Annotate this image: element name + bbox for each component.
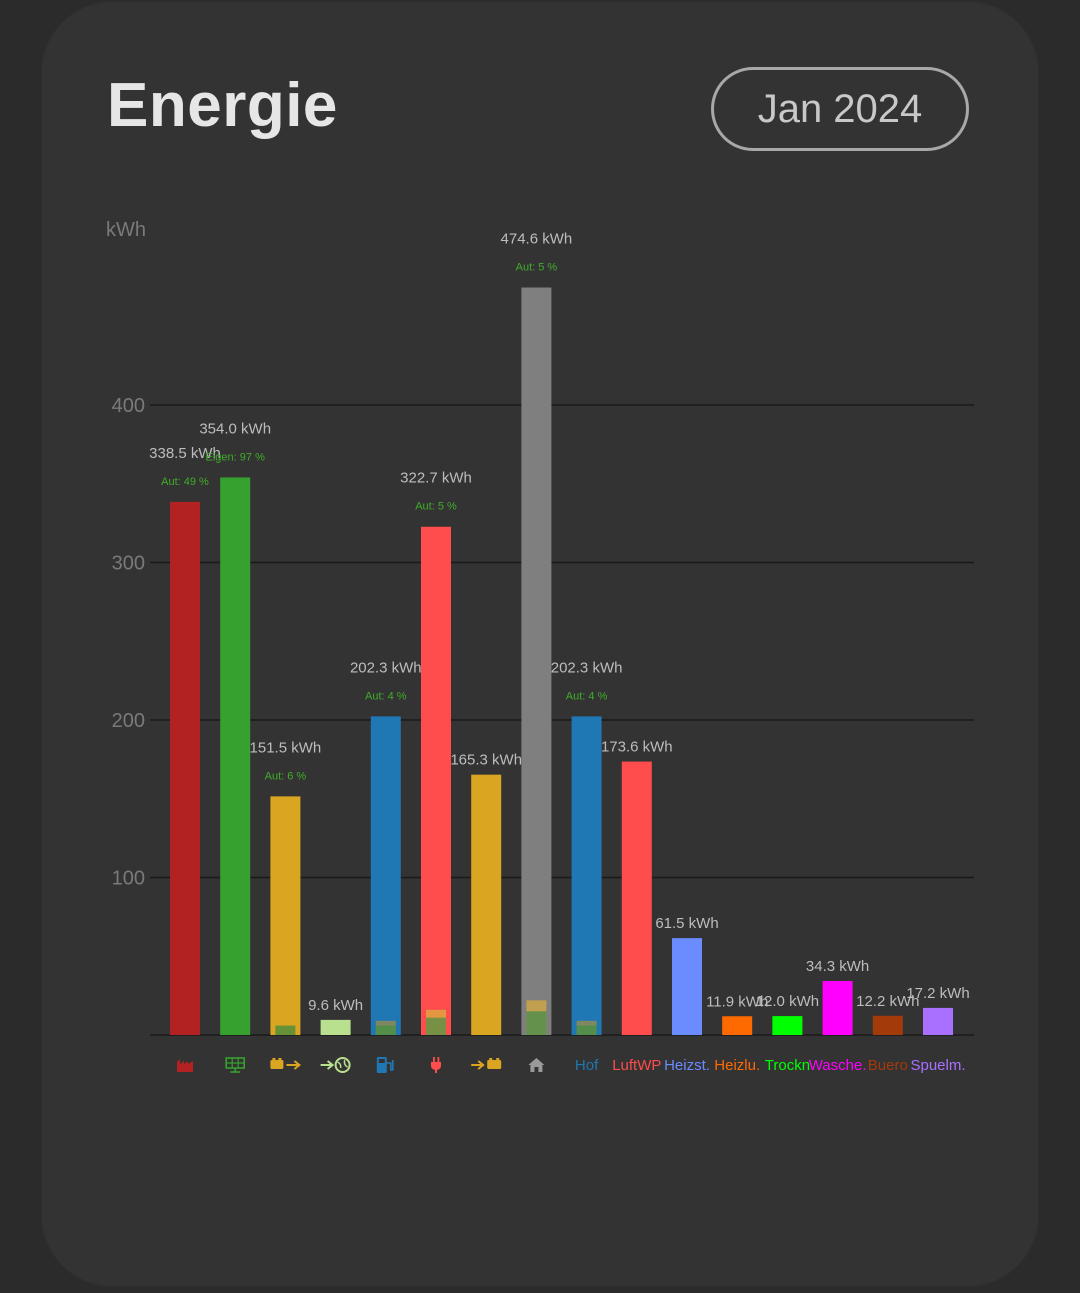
bar-overlay	[576, 1025, 597, 1035]
bar-sub-label: Aut: 49 %	[161, 476, 209, 488]
bar-value-label: 61.5 kWh	[655, 915, 718, 932]
bar-sub-label: Aut: 6 %	[265, 770, 307, 782]
bar-value-label: 17.2 kWh	[906, 985, 969, 1002]
bar-value-label: 173.6 kWh	[601, 739, 673, 756]
bar-overlay	[375, 1025, 396, 1035]
grid-export-icon	[320, 1057, 351, 1073]
bar[interactable]	[270, 796, 301, 1035]
bar-value-label: 151.5 kWh	[250, 739, 322, 756]
bar[interactable]	[521, 287, 552, 1035]
bar-value-label: 11.9 kWh	[706, 993, 768, 1010]
bar-sub-label: Eigen: 97 %	[206, 451, 266, 463]
bar[interactable]	[772, 1016, 803, 1035]
x-category-label: LuftWP	[612, 1057, 661, 1074]
bar[interactable]	[421, 526, 451, 1035]
bar[interactable]	[571, 716, 602, 1035]
factory-icon	[177, 1059, 193, 1072]
bar[interactable]	[872, 1015, 903, 1035]
bar-value-label: 9.6 kWh	[308, 997, 363, 1014]
y-tick-label: 200	[112, 710, 145, 732]
x-category-label: Hof	[575, 1057, 599, 1074]
x-category-label: Trockn	[765, 1057, 810, 1074]
x-category-label: Wasche.	[809, 1057, 867, 1074]
bar-sub-label: Aut: 4 %	[566, 690, 608, 702]
card-title: Energie	[107, 71, 338, 140]
bar-value-label: 338.5 kWh	[149, 445, 221, 462]
y-tick-label: 100	[112, 868, 145, 890]
bar[interactable]	[170, 501, 200, 1035]
bar-sub-label: Aut: 4 %	[365, 690, 407, 702]
bar[interactable]	[220, 477, 251, 1035]
x-category-label: Heizst.	[664, 1057, 710, 1074]
bar-value-label: 474.6 kWh	[501, 231, 573, 248]
bar-sub-label: Aut: 5 %	[516, 262, 558, 274]
solar-panel-icon	[225, 1057, 245, 1073]
battery-in-icon	[471, 1058, 502, 1070]
y-tick-label: 300	[112, 553, 145, 575]
period-selector-button[interactable]: Jan 2024	[711, 67, 969, 151]
bar-value-label: 12.2 kWh	[856, 993, 919, 1010]
x-category-label: Spuelm.	[910, 1057, 965, 1074]
bar-value-label: 202.3 kWh	[350, 659, 422, 676]
y-tick-label: 400	[112, 395, 145, 417]
bar-value-label: 354.0 kWh	[199, 420, 271, 437]
bar-sub-label: Aut: 5 %	[415, 501, 457, 513]
bar-overlay	[526, 1011, 547, 1035]
x-category-label: Heizlu.	[714, 1057, 760, 1074]
bar[interactable]	[822, 980, 853, 1035]
x-category-label: Buero	[868, 1057, 908, 1074]
home-icon	[528, 1058, 545, 1072]
bar-overlay	[275, 1025, 296, 1035]
bar[interactable]	[672, 938, 702, 1035]
bar-value-label: 322.7 kWh	[400, 470, 472, 487]
bar[interactable]	[722, 1016, 753, 1035]
bar[interactable]	[320, 1019, 351, 1035]
bar-value-label: 165.3 kWh	[450, 752, 522, 769]
bar-value-label: 12.0 kWh	[756, 993, 819, 1010]
bar-value-label: 34.3 kWh	[806, 958, 869, 975]
y-axis-unit-label: kWh	[106, 219, 146, 241]
bar[interactable]	[370, 716, 401, 1035]
battery-out-icon	[270, 1058, 302, 1070]
ev-charger-icon	[376, 1057, 394, 1073]
bar[interactable]	[621, 761, 652, 1035]
bar[interactable]	[923, 1007, 953, 1035]
plug-icon	[431, 1057, 441, 1073]
period-label: Jan 2024	[757, 86, 923, 131]
bar[interactable]	[471, 774, 502, 1035]
bar-value-label: 202.3 kWh	[551, 659, 623, 676]
bar-overlay	[426, 1017, 446, 1035]
